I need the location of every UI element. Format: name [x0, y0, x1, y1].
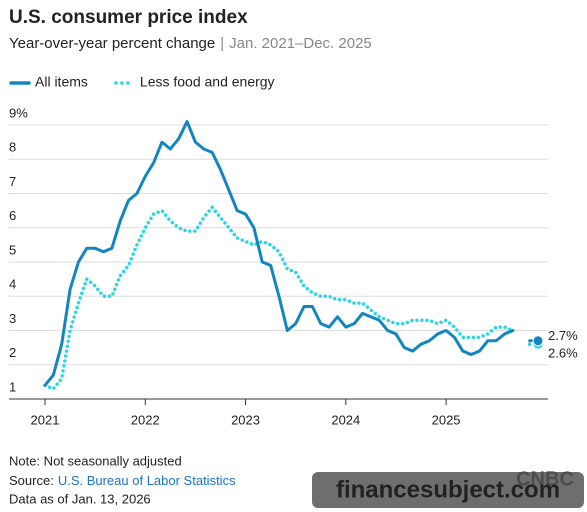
chart-title: U.S. consumer price index	[9, 7, 248, 28]
y-tick-label: 4	[9, 277, 16, 292]
value-label: 2.7%	[548, 328, 578, 343]
y-tick-label: 7	[9, 174, 16, 189]
series-line	[43, 205, 540, 391]
x-tick-label: 2021	[31, 412, 60, 427]
y-tick-label: 2	[9, 345, 16, 360]
watermark-bg	[312, 472, 584, 508]
value-label: 2.6%	[548, 346, 578, 361]
x-tick-label: 2022	[131, 412, 160, 427]
x-tick-label: 2023	[231, 412, 260, 427]
data-date: Data as of Jan. 13, 2026	[9, 491, 151, 506]
y-tick-label: 5	[9, 242, 16, 257]
legend-label: Less food and energy	[140, 74, 275, 90]
note: Note: Not seasonally adjusted	[9, 453, 182, 468]
end-point	[532, 335, 544, 347]
y-tick-label: 9%	[9, 105, 28, 120]
y-tick-label: 1	[9, 379, 16, 394]
y-tick-label: 8	[9, 140, 16, 155]
source: Source: U.S. Bureau of Labor Statistics	[9, 473, 236, 488]
source-link[interactable]: U.S. Bureau of Labor Statistics	[58, 473, 236, 488]
subtitle-range: Jan. 2021–Dec. 2025	[229, 35, 372, 52]
legend-label: All items	[35, 74, 88, 90]
subtitle: Year-over-year percent change | Jan. 2021–…	[9, 35, 372, 52]
y-tick-label: 6	[9, 208, 16, 223]
x-tick-label: 2025	[432, 412, 461, 427]
x-tick-label: 2024	[331, 412, 360, 427]
source-prefix: Source:	[9, 473, 54, 488]
separator: |	[220, 35, 224, 52]
subtitle-text: Year-over-year percent change	[9, 35, 215, 52]
series-line	[43, 120, 540, 387]
watermark: financesubject.com	[336, 476, 560, 503]
y-tick-label: 3	[9, 311, 16, 326]
